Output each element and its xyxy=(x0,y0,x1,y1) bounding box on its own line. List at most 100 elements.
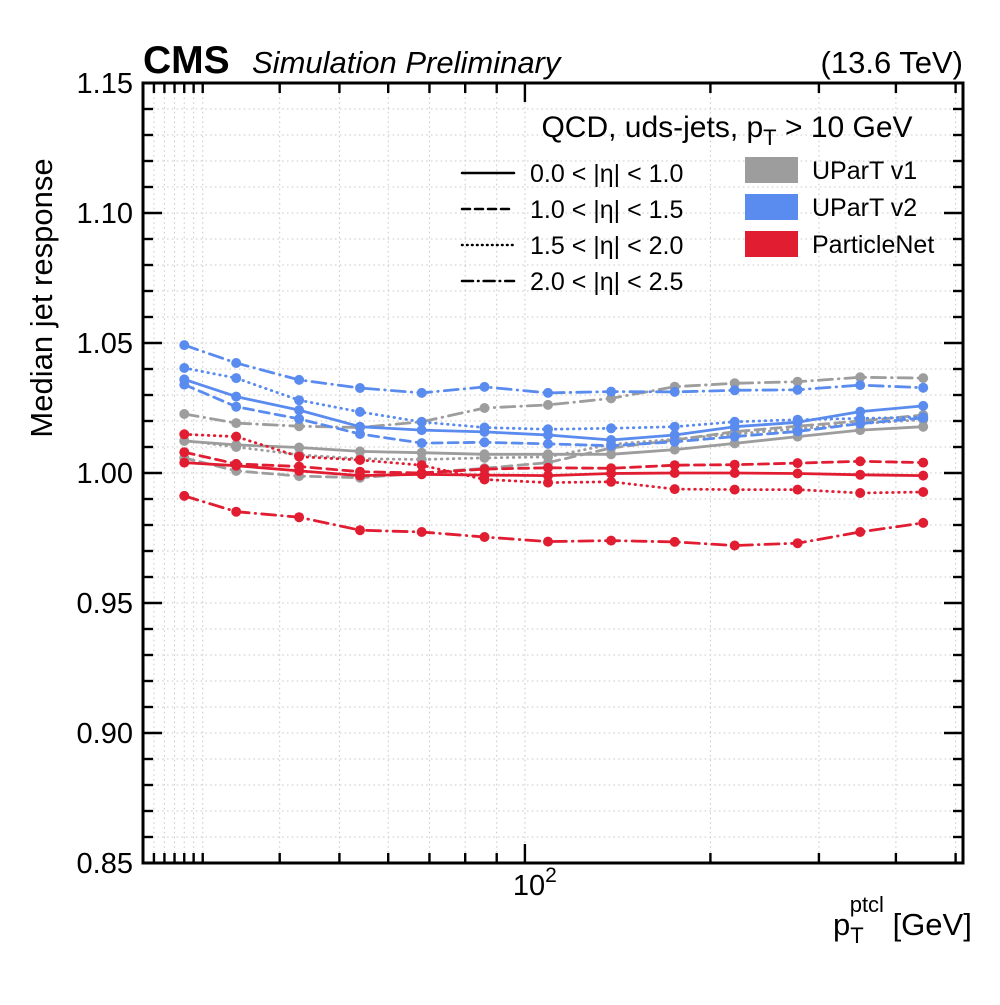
legend-eta-label: 2.0 < |η| < 2.5 xyxy=(530,268,683,296)
y-tick-label: 0.85 xyxy=(77,848,133,880)
x-axis-title: pTptcl [GeV] xyxy=(833,892,972,948)
data-point xyxy=(918,457,929,468)
data-point xyxy=(479,532,490,542)
data-point xyxy=(606,440,617,451)
data-point xyxy=(416,527,427,537)
data-point xyxy=(729,484,740,495)
data-point xyxy=(606,535,617,546)
data-point xyxy=(231,358,242,368)
data-point xyxy=(792,458,803,469)
data-point xyxy=(792,426,803,437)
header-energy-label: (13.6 TeV) xyxy=(821,45,963,80)
data-point xyxy=(729,378,740,389)
series-particlenet-dotted xyxy=(179,429,929,498)
data-point xyxy=(543,451,553,462)
y-tick-label: 0.95 xyxy=(77,588,133,620)
data-point xyxy=(729,468,740,478)
series-particlenet-dashed xyxy=(179,447,929,478)
data-point xyxy=(543,438,553,449)
data-point xyxy=(479,403,490,413)
data-point xyxy=(179,447,190,458)
y-tick-label: 0.90 xyxy=(77,718,133,750)
legend-color-swatch-upart-v2 xyxy=(745,194,798,220)
data-point xyxy=(179,409,190,419)
data-point xyxy=(416,438,427,449)
series-line xyxy=(182,343,925,395)
data-point xyxy=(918,382,929,393)
data-point xyxy=(669,436,680,447)
data-point xyxy=(294,442,305,453)
data-point xyxy=(355,421,365,432)
series-line xyxy=(182,494,925,547)
data-point xyxy=(543,536,553,547)
data-point xyxy=(294,512,305,523)
data-point xyxy=(792,468,803,479)
data-point xyxy=(294,461,305,472)
series-upart-v1-dotted xyxy=(179,414,929,465)
data-point xyxy=(416,425,427,436)
data-point xyxy=(606,386,617,397)
data-point xyxy=(918,421,929,432)
data-point xyxy=(179,490,190,501)
data-point xyxy=(355,525,365,536)
legend-eta-label: 1.5 < |η| < 2.0 xyxy=(530,232,683,260)
data-point xyxy=(543,424,553,435)
data-point xyxy=(792,538,803,549)
data-point xyxy=(855,527,866,537)
data-point xyxy=(792,414,803,425)
y-axis-title: Median jet response xyxy=(24,158,59,437)
data-point xyxy=(543,387,553,398)
legend-eta-label: 0.0 < |η| < 1.0 xyxy=(530,160,683,188)
data-point xyxy=(479,452,490,463)
data-point xyxy=(729,540,740,551)
data-point xyxy=(855,380,866,391)
legend-color-swatch-particlenet xyxy=(745,231,798,257)
data-point xyxy=(855,372,866,383)
series-upart-v1-dashdot xyxy=(179,372,929,433)
legend-eta-label: 1.0 < |η| < 1.5 xyxy=(530,196,683,224)
data-point xyxy=(294,395,305,406)
x-tick-label: 102 xyxy=(513,864,557,902)
data-point xyxy=(918,470,929,481)
header-simulation-label: Simulation Preliminary xyxy=(252,45,563,80)
y-tick-label: 1.10 xyxy=(77,198,133,230)
data-point xyxy=(355,446,365,457)
data-point xyxy=(416,468,427,478)
data-point xyxy=(231,458,242,469)
data-point xyxy=(669,536,680,547)
legend: QCD, uds-jets, pT > 10 GeV 0.0 < |η| < 1.… xyxy=(460,111,934,296)
data-point xyxy=(606,476,617,487)
data-point xyxy=(479,381,490,392)
data-point xyxy=(479,437,490,448)
data-point xyxy=(231,373,242,384)
data-point xyxy=(918,487,929,497)
tick-layer xyxy=(143,81,963,865)
series-upart-v2-dashed xyxy=(179,379,929,451)
data-point xyxy=(355,383,365,393)
series-layer xyxy=(179,340,929,551)
data-point xyxy=(294,413,305,424)
data-point xyxy=(479,464,490,475)
data-point xyxy=(543,399,553,410)
data-point xyxy=(355,429,365,439)
y-tick-label: 1.15 xyxy=(77,68,133,100)
data-point xyxy=(669,421,680,432)
data-point xyxy=(792,484,803,495)
data-point xyxy=(729,385,740,396)
series-upart-v2-dashdot xyxy=(179,340,929,398)
data-point xyxy=(179,429,190,440)
data-point xyxy=(606,463,617,474)
data-point xyxy=(729,431,740,442)
legend-title: QCD, uds-jets, pT > 10 GeV xyxy=(541,111,912,150)
data-point xyxy=(729,416,740,427)
data-point xyxy=(479,474,490,485)
legend-model-label: UParT v1 xyxy=(812,157,917,185)
data-point xyxy=(918,400,929,411)
series-particlenet-dashdot xyxy=(179,490,929,551)
series-upart-v2-dotted xyxy=(179,363,929,435)
data-point xyxy=(918,373,929,384)
data-point xyxy=(669,468,680,478)
data-point xyxy=(179,363,190,373)
data-point xyxy=(231,391,242,402)
data-point xyxy=(355,406,365,417)
